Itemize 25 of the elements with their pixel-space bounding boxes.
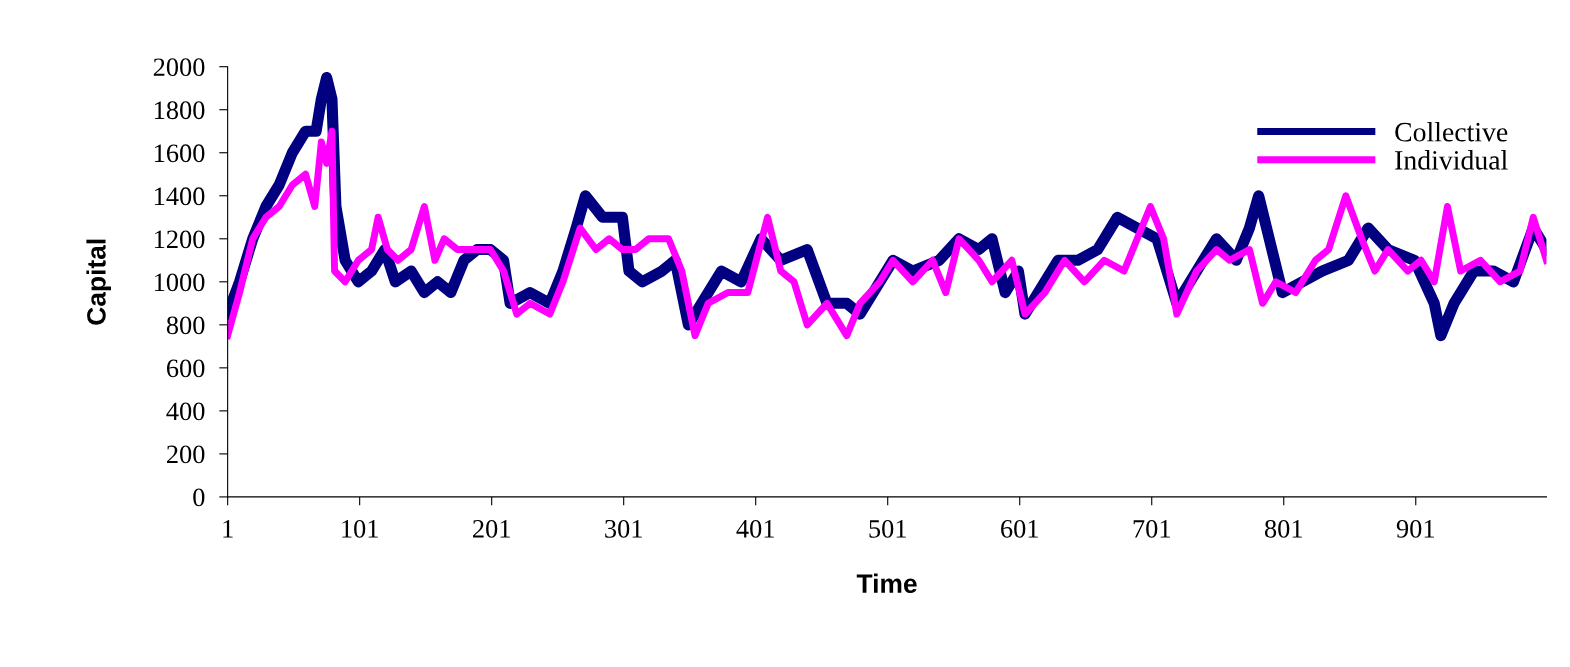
y-tick-label: 0 (193, 488, 205, 507)
y-tick-label: 400 (166, 402, 205, 421)
x-tick-label: 201 (473, 519, 510, 538)
y-tick-label: 2000 (153, 58, 205, 77)
x-tick-label: 401 (736, 519, 774, 538)
x-axis-title: Time (856, 573, 917, 594)
legend-label: Individual (1395, 150, 1508, 170)
y-tick-label: 1400 (154, 187, 205, 206)
x-tick-label: 701 (1133, 519, 1170, 538)
x-tick-label: 601 (1001, 519, 1038, 538)
y-tick-label: 200 (167, 445, 205, 464)
x-tick-label: 901 (1396, 519, 1434, 538)
y-tick-label: 800 (166, 316, 205, 335)
x-tick-label: 501 (869, 519, 906, 538)
y-tick-label: 1200 (154, 230, 205, 249)
x-tick-label: 101 (342, 519, 378, 538)
y-tick-label: 1000 (154, 273, 205, 292)
x-tick-label: 301 (605, 519, 642, 538)
y-tick-label: 1600 (154, 144, 205, 163)
y-tick-label: 600 (166, 359, 205, 378)
x-tick-label: 1 (223, 520, 233, 538)
legend-label: Collective (1395, 121, 1508, 142)
y-tick-label: 1800 (154, 101, 205, 120)
x-tick-label: 801 (1264, 519, 1302, 538)
y-axis-title: Capital (86, 239, 111, 325)
